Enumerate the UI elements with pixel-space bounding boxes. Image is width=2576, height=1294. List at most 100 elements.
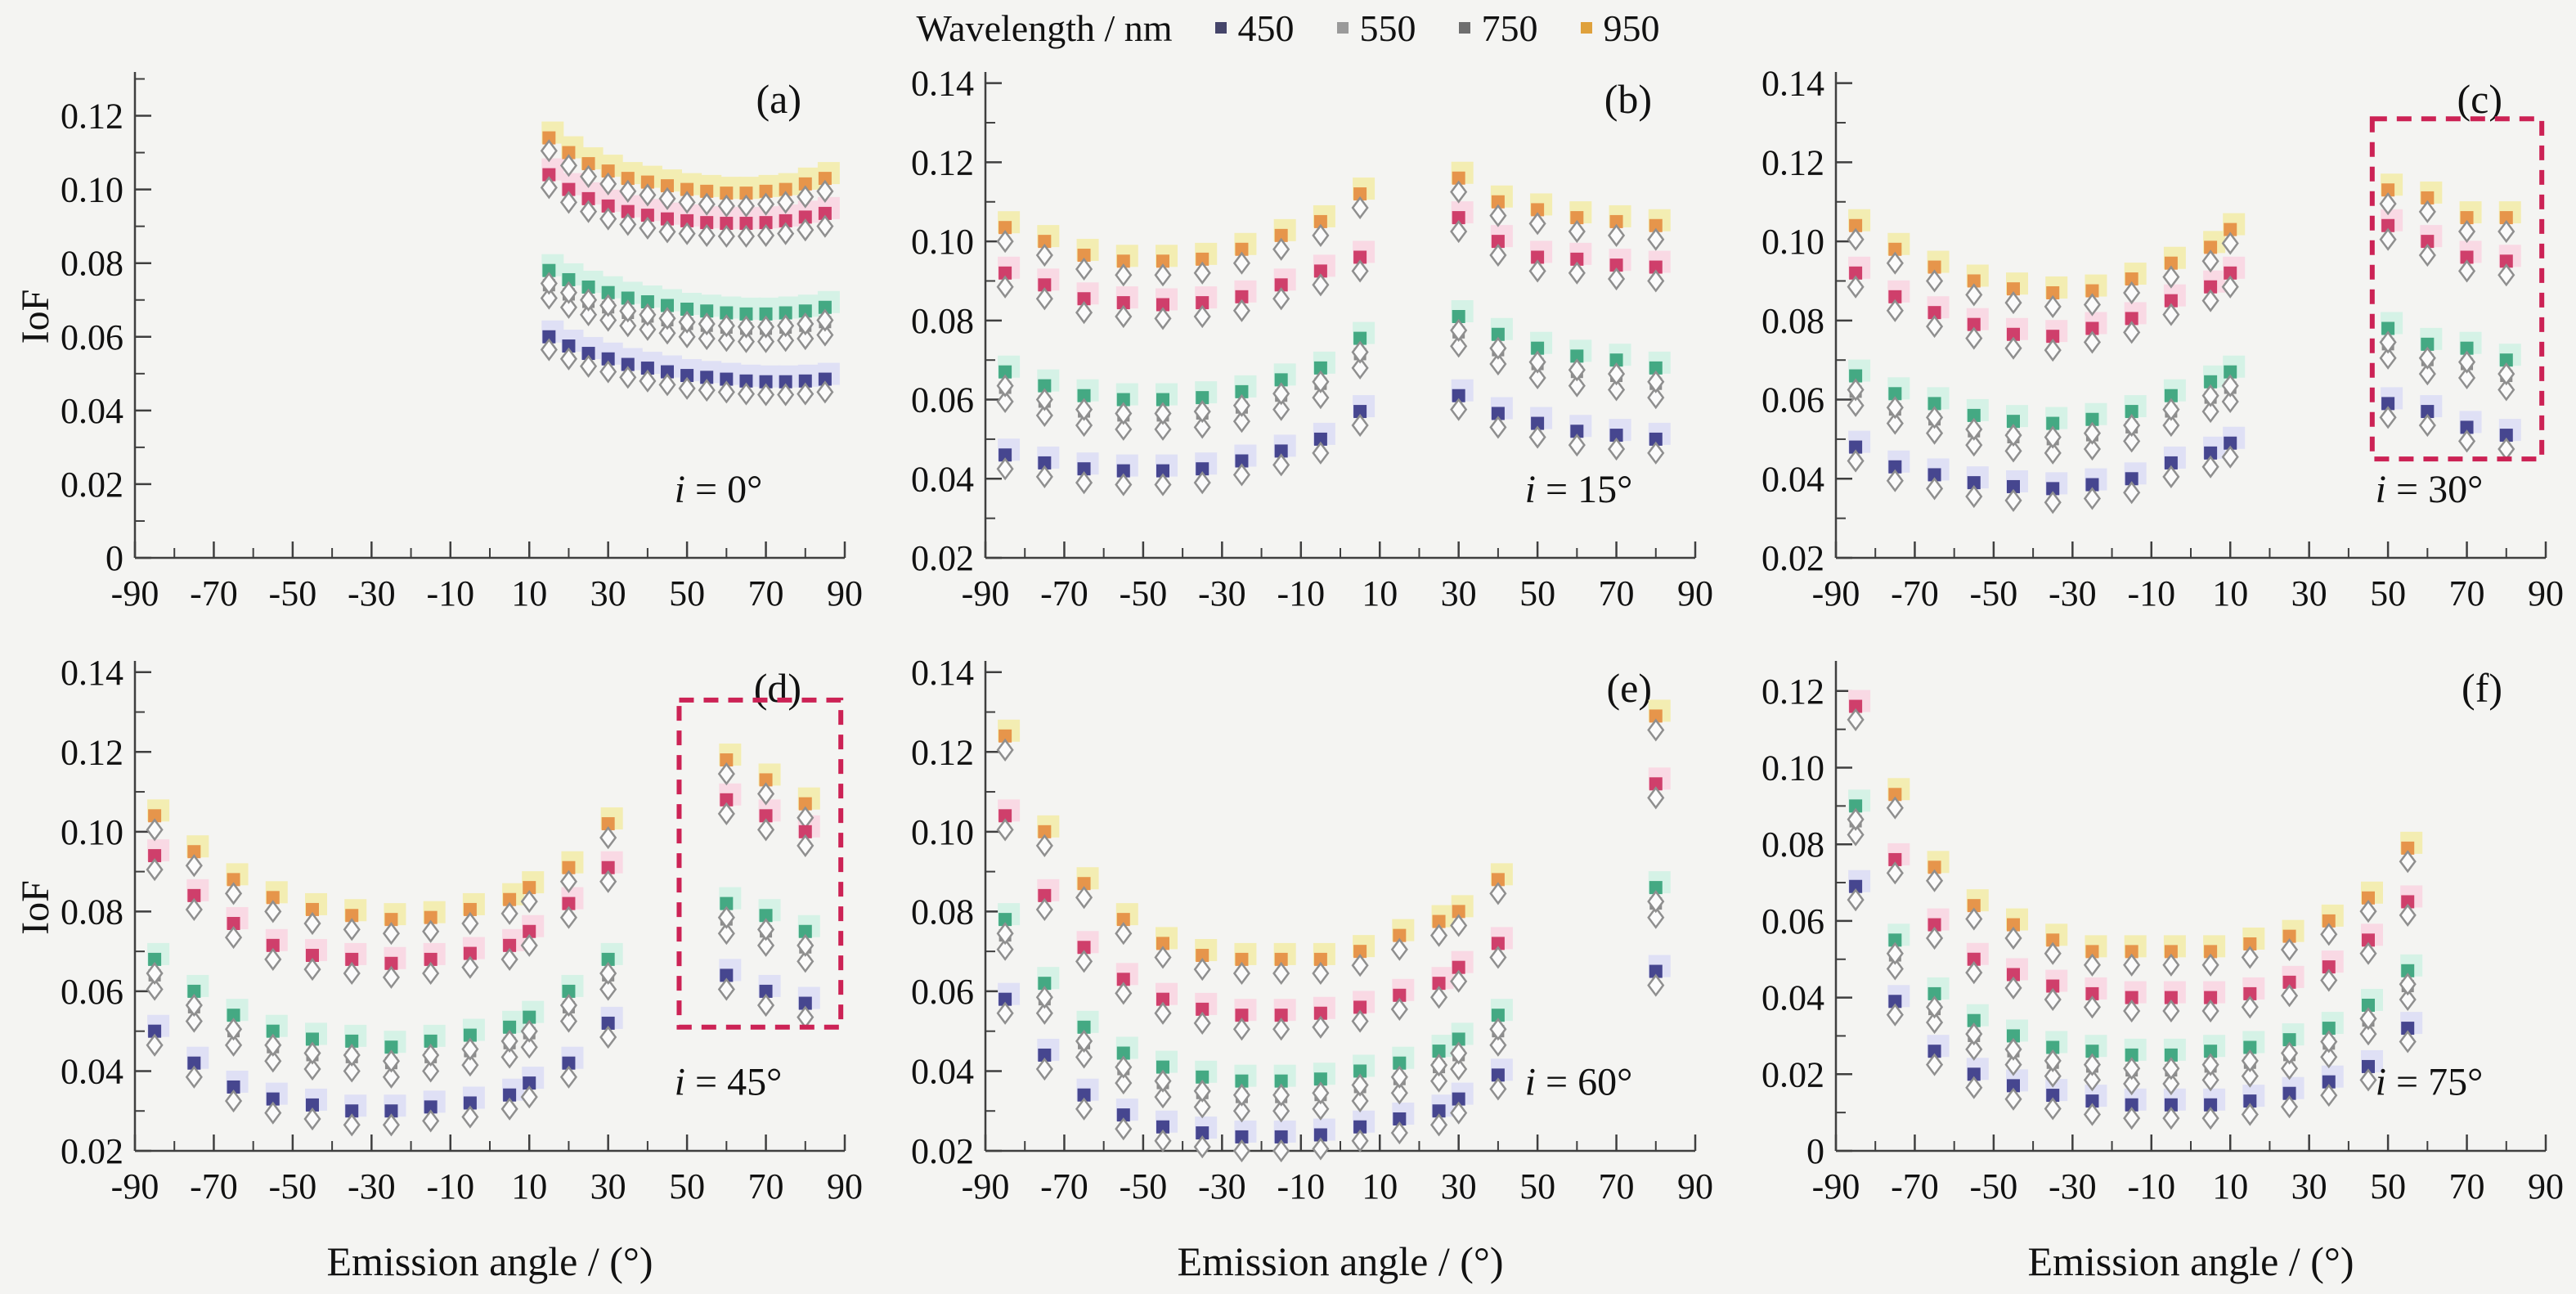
gray-diamond xyxy=(1351,356,1369,380)
x-tick-label: 90 xyxy=(2528,1166,2564,1206)
model-diamond xyxy=(2359,1007,2377,1031)
model-diamond xyxy=(1847,378,1865,402)
gray-diamond xyxy=(2201,1068,2219,1092)
y-tick-label: 0.04 xyxy=(61,391,123,431)
y-tick-label: 0.02 xyxy=(911,538,974,578)
series-750-nm xyxy=(146,793,815,989)
model-diamond xyxy=(717,905,735,929)
model-diamond xyxy=(2201,1107,2219,1130)
x-tick-label: 10 xyxy=(1362,1166,1398,1206)
model-diamond xyxy=(2162,953,2180,977)
axes: -90 -70 -50 -30 -10 10 30 50 70 90 0 0.02 0.04 0.06 0.… xyxy=(61,72,863,613)
model-diamond xyxy=(1925,1053,1944,1076)
model-diamond xyxy=(343,918,361,941)
model-diamond xyxy=(1528,259,1546,283)
model-diamond xyxy=(2241,1049,2259,1072)
x-tick-label: -30 xyxy=(348,1166,396,1206)
y-tick-label: 0.02 xyxy=(61,1131,123,1171)
gray-diamond xyxy=(599,308,617,332)
model-diamond xyxy=(2083,953,2102,977)
model-diamond xyxy=(1450,219,1468,244)
model-diamond xyxy=(1886,796,1904,820)
model-diamond xyxy=(658,186,676,210)
y-tick-label: 0.10 xyxy=(61,170,123,210)
x-tick-label: 50 xyxy=(2370,1166,2406,1206)
gray-diamond xyxy=(1272,398,1290,421)
model-diamond xyxy=(1965,484,1983,509)
model-diamond xyxy=(698,192,716,216)
model-diamond xyxy=(996,374,1014,398)
model-diamond xyxy=(382,965,401,989)
model-diamond xyxy=(343,1113,361,1137)
model-diamond xyxy=(303,958,321,982)
model-diamond xyxy=(1568,358,1586,382)
legend-title: Wavelength / nm xyxy=(916,7,1173,49)
swatch-950-icon xyxy=(1580,22,1592,34)
gray-diamond xyxy=(2399,987,2417,1012)
model-diamond xyxy=(2044,941,2062,965)
y-tick-label: 0.12 xyxy=(61,732,123,772)
series-450-nm xyxy=(1847,397,2515,514)
gray-diamond xyxy=(520,1036,538,1059)
model-diamond xyxy=(599,1025,617,1049)
gray-diamond xyxy=(2280,1057,2299,1081)
model-diamond xyxy=(1925,926,1944,950)
model-diamond xyxy=(2457,429,2476,453)
model-diamond xyxy=(2497,437,2515,461)
model-diamond xyxy=(1312,1081,1330,1105)
x-tick-label: 30 xyxy=(590,1166,626,1206)
gray-diamond xyxy=(559,295,578,319)
incidence-annotation: i = 15° xyxy=(1525,468,1633,511)
y-tick-label: 0.08 xyxy=(911,301,974,341)
gray-diamond xyxy=(2044,441,2062,465)
legend-label-450: 450 xyxy=(1237,7,1295,49)
panel-e: -90 -70 -50 -30 -10 10 30 50 70 90 0.02 0.04 0.06 0.0… xyxy=(863,640,1713,1294)
series-550-nm xyxy=(540,263,834,353)
model-diamond xyxy=(599,294,617,317)
model-diamond xyxy=(2044,294,2062,318)
model-diamond xyxy=(1965,283,1983,307)
model-diamond xyxy=(777,191,795,214)
y-tick-label: 0.12 xyxy=(911,142,974,182)
model-diamond xyxy=(658,220,676,244)
model-diamond xyxy=(1035,986,1053,1009)
legend-item-950: 950 xyxy=(1580,7,1660,50)
gray-diamond xyxy=(2418,362,2436,386)
model-diamond xyxy=(1489,204,1507,227)
model-diamond xyxy=(2399,973,2417,996)
y-tick-label: 0.08 xyxy=(61,892,123,932)
x-tick-label: 70 xyxy=(1599,1166,1635,1206)
y-tick-label: 0.02 xyxy=(1761,1054,1824,1094)
gray-diamond xyxy=(1312,386,1330,410)
model-diamond xyxy=(1154,1001,1172,1025)
x-tick-label: 90 xyxy=(1677,1166,1713,1206)
model-diamond xyxy=(2399,850,2417,874)
model-diamond xyxy=(1115,982,1133,1005)
y-tick-label: 0.02 xyxy=(61,465,123,505)
model-diamond xyxy=(996,738,1014,762)
model-diamond xyxy=(1115,473,1133,496)
model-diamond xyxy=(1351,1073,1369,1097)
model-diamond xyxy=(1312,273,1330,297)
model-diamond xyxy=(1115,304,1133,329)
series-750-nm xyxy=(996,777,1665,1041)
gray-diamond xyxy=(1154,417,1172,441)
model-diamond xyxy=(579,200,598,223)
gray-diamond xyxy=(559,1009,578,1033)
model-diamond xyxy=(1075,471,1093,495)
model-diamond xyxy=(2280,1095,2299,1119)
panel-d: -90 -70 -50 -30 -10 10 30 50 70 90 0.02 0.04 0.06 0.0… xyxy=(12,640,863,1294)
model-diamond xyxy=(2044,339,2062,362)
x-tick-label: 90 xyxy=(827,573,863,613)
model-diamond xyxy=(185,993,203,1018)
model-diamond xyxy=(2123,481,2141,505)
model-diamond xyxy=(1075,1097,1093,1121)
panel-letter: (b) xyxy=(1604,76,1652,122)
model-diamond xyxy=(1312,370,1330,393)
incidence-annotation: i = 60° xyxy=(1525,1061,1633,1104)
gray-diamond xyxy=(2044,1064,2062,1088)
x-tick-label: -10 xyxy=(2127,1166,2175,1206)
x-tick-label: -30 xyxy=(2049,1166,2097,1206)
gray-diamond xyxy=(797,326,815,351)
series-750-nm xyxy=(1847,218,2515,362)
